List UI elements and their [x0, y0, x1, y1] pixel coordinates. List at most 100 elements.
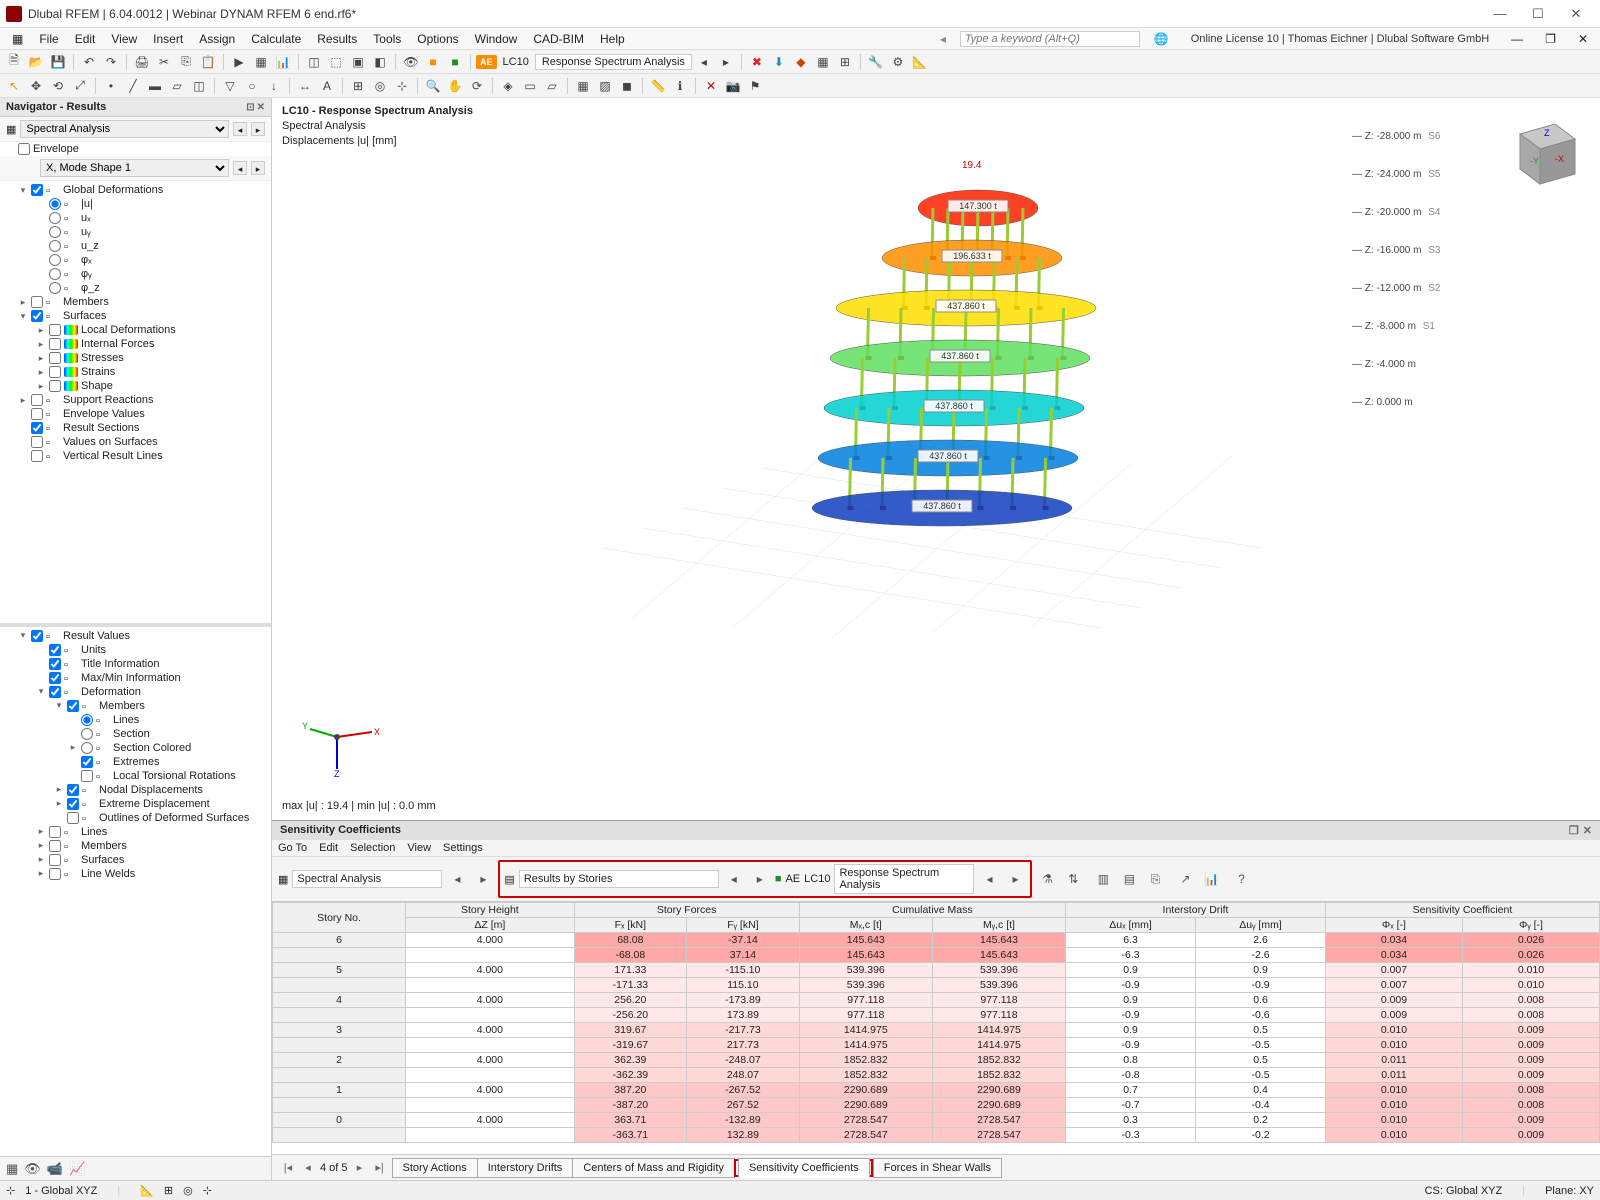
chart-icon[interactable]: 📊	[1200, 869, 1222, 889]
menu-help[interactable]: Help	[592, 30, 633, 48]
globe-icon[interactable]: 🌐	[1146, 30, 1177, 48]
table-icon[interactable]: ▦	[251, 52, 271, 72]
graph-icon[interactable]: 📊	[273, 52, 293, 72]
table-row[interactable]: 0 4.000 363.71-132.89 2728.5472728.547 0…	[273, 1113, 1600, 1128]
tree-item[interactable]: ▫φₓ	[0, 253, 271, 267]
tree-check[interactable]	[49, 672, 61, 684]
t1-icon[interactable]: ✖	[747, 52, 767, 72]
tree-check[interactable]	[81, 770, 93, 782]
tree-check[interactable]	[49, 658, 61, 670]
panel-analysis[interactable]: Response Spectrum Analysis	[834, 864, 974, 894]
tree-item[interactable]: ▸▫Line Welds	[0, 867, 271, 881]
tree-item[interactable]: ▸Stresses	[0, 351, 271, 365]
tree-radio[interactable]	[81, 714, 93, 726]
text-icon[interactable]: A	[317, 76, 337, 96]
sp-next[interactable]: ▸	[472, 869, 494, 889]
tree-item[interactable]: ▸Strains	[0, 365, 271, 379]
rb-prev[interactable]: ◂	[723, 869, 745, 889]
view2-icon[interactable]: ⬚	[326, 52, 346, 72]
rows-icon[interactable]: ▤	[1118, 869, 1140, 889]
panel-menu-settings[interactable]: Settings	[443, 842, 483, 854]
node-icon[interactable]: •	[101, 76, 121, 96]
tree-item[interactable]: ▫Vertical Result Lines	[0, 449, 271, 463]
info-icon[interactable]: ℹ	[670, 76, 690, 96]
close-button[interactable]: ✕	[1558, 3, 1594, 25]
cut-icon[interactable]: ✂	[154, 52, 174, 72]
tree-check[interactable]	[49, 338, 61, 350]
menu-file[interactable]: File	[31, 30, 66, 48]
view4-icon[interactable]: ◧	[370, 52, 390, 72]
table-row[interactable]: 3 4.000 319.67-217.73 1414.9751414.975 0…	[273, 1023, 1600, 1038]
solid-icon[interactable]: ■	[775, 873, 782, 885]
tree-item[interactable]: ▫Units	[0, 643, 271, 657]
table-row[interactable]: -363.71132.89 2728.5472728.547 -0.3-0.2 …	[273, 1128, 1600, 1143]
prev-analysis[interactable]: ◂	[233, 122, 247, 136]
minimize-button[interactable]: —	[1482, 3, 1518, 25]
next-mode[interactable]: ▸	[251, 161, 265, 175]
next-lc-icon[interactable]: ▸	[716, 52, 736, 72]
nav-close-icon[interactable]: ✕	[257, 102, 265, 113]
tree-check[interactable]	[31, 408, 43, 420]
tab-cam-icon[interactable]: 📹	[47, 1161, 63, 1177]
paste-icon[interactable]: 📋	[198, 52, 218, 72]
t4-icon[interactable]: ▦	[813, 52, 833, 72]
view3-icon[interactable]: ▣	[348, 52, 368, 72]
tree-item[interactable]: ▫Envelope Values	[0, 407, 271, 421]
menu-options[interactable]: Options	[409, 30, 466, 48]
t2-icon[interactable]: ⬇	[769, 52, 789, 72]
tree-radio[interactable]	[49, 254, 61, 266]
tree-check[interactable]	[49, 868, 61, 880]
envelope-check[interactable]	[18, 143, 30, 155]
t5-icon[interactable]: ⊞	[835, 52, 855, 72]
last-page[interactable]: ▸|	[372, 1161, 388, 1174]
tree-check[interactable]	[49, 854, 61, 866]
tab-data-icon[interactable]: ▦	[6, 1161, 18, 1177]
tree-radio[interactable]	[49, 240, 61, 252]
tree-item[interactable]: ▸Shape	[0, 379, 271, 393]
tab-interstory-drifts[interactable]: Interstory Drifts	[477, 1158, 574, 1178]
table-row[interactable]: 1 4.000 387.20-267.52 2290.6892290.689 0…	[273, 1083, 1600, 1098]
cs-icon[interactable]: ⊹	[6, 1184, 15, 1197]
print-icon[interactable]: 🖨	[132, 52, 152, 72]
spectral-combo[interactable]: Spectral Analysis	[292, 870, 442, 888]
prev-icon[interactable]: ◂	[932, 30, 954, 48]
shade-icon[interactable]: ▨	[595, 76, 615, 96]
menu-assign[interactable]: Assign	[191, 30, 243, 48]
tree-radio[interactable]	[81, 742, 93, 754]
tree-check[interactable]	[49, 366, 61, 378]
tree-item[interactable]: ▾▫Global Deformations	[0, 183, 271, 197]
tree-check[interactable]	[49, 380, 61, 392]
tree-item[interactable]: ▾▫Members	[0, 699, 271, 713]
tree-item[interactable]: ▫Section	[0, 727, 271, 741]
tab-sensitivity-coefficients[interactable]: Sensitivity Coefficients	[738, 1158, 870, 1178]
table-row[interactable]: 6 4.000 68.08-37.14 145.643145.643 6.32.…	[273, 933, 1600, 948]
rb-next[interactable]: ▸	[749, 869, 771, 889]
table-row[interactable]: -171.33115.10 539.396539.396 -0.9-0.9 0.…	[273, 978, 1600, 993]
menu-tools[interactable]: Tools	[365, 30, 409, 48]
tree-check[interactable]	[31, 310, 43, 322]
model-canvas[interactable]: LC10 - Response Spectrum Analysis Spectr…	[272, 98, 1600, 820]
tree-radio[interactable]	[49, 212, 61, 224]
zoom-icon[interactable]: 🔍	[423, 76, 443, 96]
menu-results[interactable]: Results	[309, 30, 365, 48]
prev-lc-icon[interactable]: ◂	[694, 52, 714, 72]
panel-menu-view[interactable]: View	[407, 842, 431, 854]
panel-menu-selection[interactable]: Selection	[350, 842, 395, 854]
tree-item[interactable]: ▫Local Torsional Rotations	[0, 769, 271, 783]
panel-menu-edit[interactable]: Edit	[319, 842, 338, 854]
tree-item[interactable]: ▸▫Support Reactions	[0, 393, 271, 407]
x-icon[interactable]: ✕	[701, 76, 721, 96]
tree-item[interactable]: ▫uₓ	[0, 211, 271, 225]
analysis-selector[interactable]: Spectral Analysis	[20, 120, 229, 138]
render-icon[interactable]: ◼	[617, 76, 637, 96]
table-row[interactable]: -362.39248.07 1852.8321852.832 -0.8-0.5 …	[273, 1068, 1600, 1083]
cols-icon[interactable]: ▥	[1092, 869, 1114, 889]
tree-item[interactable]: ▫Outlines of Deformed Surfaces	[0, 811, 271, 825]
color-icon[interactable]: ■	[423, 52, 443, 72]
tree-item[interactable]: ▫uᵧ	[0, 225, 271, 239]
sel-icon[interactable]: ↖	[4, 76, 24, 96]
keyword-search[interactable]	[960, 31, 1140, 47]
move-icon[interactable]: ✥	[26, 76, 46, 96]
orbit-icon[interactable]: ⟳	[467, 76, 487, 96]
tree-check[interactable]	[31, 422, 43, 434]
